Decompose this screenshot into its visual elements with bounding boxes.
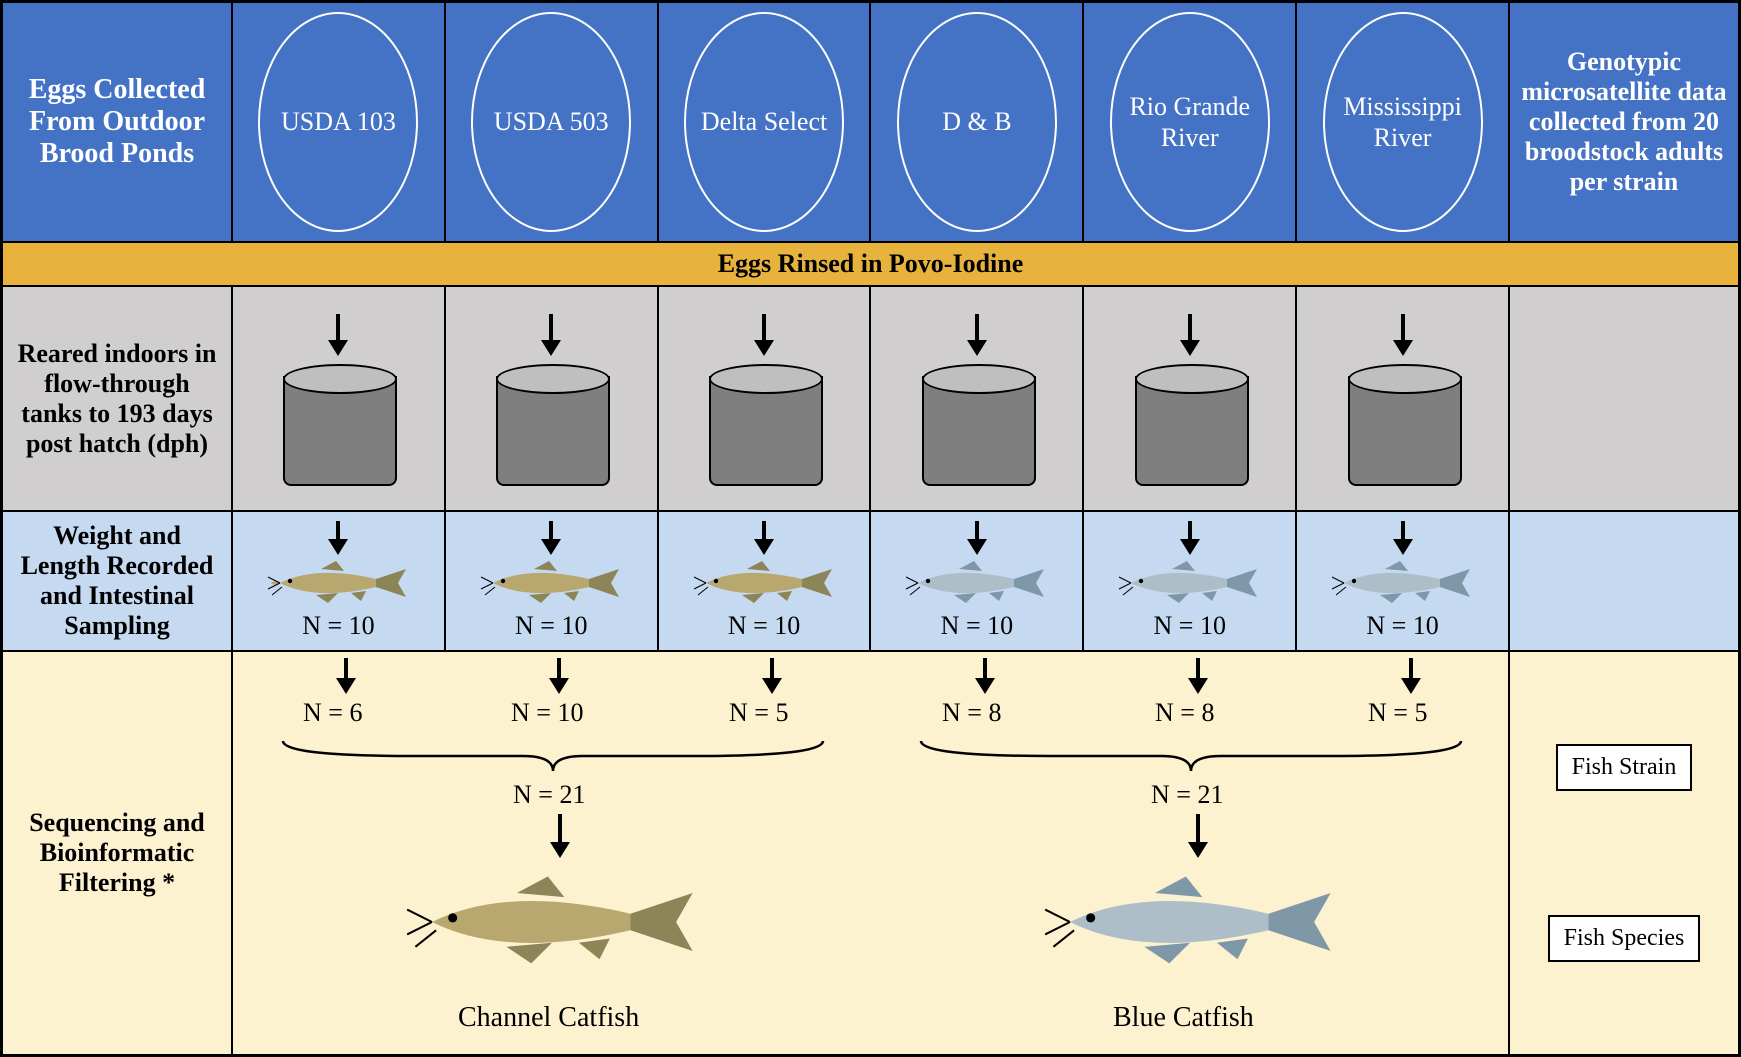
fish-strain-box: Fish Strain bbox=[1556, 744, 1693, 791]
arrow-down-icon bbox=[762, 658, 782, 694]
arrow-down-icon bbox=[967, 314, 987, 356]
tank-icon bbox=[1135, 364, 1245, 484]
arrow-down-icon bbox=[541, 521, 561, 555]
strain-ellipse: Delta Select bbox=[684, 12, 844, 232]
genotypic-label: Genotypic microsatellite data collected … bbox=[1510, 47, 1738, 197]
weight-length-label: Weight and Length Recorded and Intestina… bbox=[3, 521, 231, 641]
fish-sample-cell: N = 10 bbox=[1083, 511, 1296, 651]
row1-right-label: Genotypic microsatellite data collected … bbox=[1509, 2, 1739, 242]
tank-icon bbox=[496, 364, 606, 484]
row5-right-legend: Fish Strain Fish Species bbox=[1509, 651, 1739, 1055]
arrow-down-icon bbox=[336, 658, 356, 694]
channel-catfish-icon: .ffin{fill:#8c8557;} .fbody{fill:#b8a76f… bbox=[266, 559, 411, 607]
arrow-down-icon bbox=[1180, 314, 1200, 356]
sample-n-label: N = 10 bbox=[728, 611, 800, 641]
strain-usda-503: USDA 503 bbox=[445, 2, 658, 242]
sample-n-label: N = 10 bbox=[1154, 611, 1226, 641]
sample-n-label: N = 10 bbox=[515, 611, 587, 641]
blue-catfish-icon bbox=[904, 559, 1049, 607]
arrow-down-icon bbox=[1188, 658, 1208, 694]
fish-sample-cell: N = 10 bbox=[870, 511, 1083, 651]
species-n-label: N = 21 bbox=[513, 780, 585, 810]
arrow-down-icon bbox=[975, 658, 995, 694]
row1-left-label: Eggs Collected From Outdoor Brood Ponds bbox=[2, 2, 232, 242]
reared-indoors-label: Reared indoors in flow-through tanks to … bbox=[3, 339, 231, 459]
arrow-down-icon bbox=[1401, 658, 1421, 694]
tank-cell bbox=[445, 286, 658, 511]
strain-ellipse: USDA 103 bbox=[258, 12, 418, 232]
fish-sample-cell: N = 10 bbox=[445, 511, 658, 651]
tank-cell bbox=[1296, 286, 1509, 511]
arrow-down-icon bbox=[967, 521, 987, 555]
row5-main-area: N = 6 N = 10 N = 5 N = 8 N = 8 N = 5 N =… bbox=[232, 651, 1509, 1055]
sample-n-label: N = 10 bbox=[1366, 611, 1438, 641]
sample-n-label: N = 10 bbox=[302, 611, 374, 641]
fish-sample-cell: .ffin{fill:#8c8557;} .fbody{fill:#b8a76f… bbox=[232, 511, 445, 651]
blue-catfish-large-icon bbox=[1041, 862, 1341, 982]
row4-right-blank bbox=[1509, 511, 1739, 651]
arrow-down-icon bbox=[1393, 521, 1413, 555]
arrow-down-icon bbox=[754, 314, 774, 356]
strain-n-label: N = 8 bbox=[1155, 698, 1214, 728]
blue-catfish-icon bbox=[1330, 559, 1475, 607]
tank-icon bbox=[709, 364, 819, 484]
povo-iodine-band: Eggs Rinsed in Povo-Iodine bbox=[2, 242, 1739, 286]
tank-icon bbox=[922, 364, 1032, 484]
tank-cell bbox=[658, 286, 871, 511]
strain-usda-103: USDA 103 bbox=[232, 2, 445, 242]
fish-sample-cell: N = 10 bbox=[1296, 511, 1509, 651]
sequencing-label: Sequencing and Bioinformatic Filtering * bbox=[15, 808, 219, 898]
brace-icon bbox=[273, 736, 833, 786]
strain-n-label: N = 6 bbox=[303, 698, 362, 728]
povo-iodine-label: Eggs Rinsed in Povo-Iodine bbox=[718, 249, 1024, 279]
blue-catfish-label: Blue Catfish bbox=[1113, 1002, 1254, 1034]
tank-icon bbox=[1348, 364, 1458, 484]
strain-ellipse: Rio Grande River bbox=[1110, 12, 1270, 232]
arrow-down-icon bbox=[550, 814, 570, 858]
species-n-label: N = 21 bbox=[1151, 780, 1223, 810]
blue-catfish-icon bbox=[1117, 559, 1262, 607]
channel-catfish-icon bbox=[692, 559, 837, 607]
strain-n-label: N = 5 bbox=[1368, 698, 1427, 728]
arrow-down-icon bbox=[1393, 314, 1413, 356]
row3-right-blank bbox=[1509, 286, 1739, 511]
row4-left-label: Weight and Length Recorded and Intestina… bbox=[2, 511, 232, 651]
strain-delta-select: Delta Select bbox=[658, 2, 871, 242]
strain-n-label: N = 10 bbox=[511, 698, 583, 728]
channel-catfish-label: Channel Catfish bbox=[458, 1002, 639, 1034]
channel-catfish-large-icon bbox=[403, 862, 703, 982]
strain-ellipse: D & B bbox=[897, 12, 1057, 232]
experiment-flow-diagram: Eggs Collected From Outdoor Brood Ponds … bbox=[0, 0, 1741, 1057]
tank-cell bbox=[870, 286, 1083, 511]
channel-catfish-icon bbox=[479, 559, 624, 607]
tank-cell bbox=[232, 286, 445, 511]
tank-cell bbox=[1083, 286, 1296, 511]
brace-icon bbox=[911, 736, 1471, 786]
fish-species-box: Fish Species bbox=[1548, 915, 1701, 962]
arrow-down-icon bbox=[328, 314, 348, 356]
arrow-down-icon bbox=[328, 521, 348, 555]
arrow-down-icon bbox=[541, 314, 561, 356]
row3-left-label: Reared indoors in flow-through tanks to … bbox=[2, 286, 232, 511]
eggs-collected-label: Eggs Collected From Outdoor Brood Ponds bbox=[3, 74, 231, 170]
arrow-down-icon bbox=[1188, 814, 1208, 858]
tank-icon bbox=[283, 364, 393, 484]
strain-d-and-b: D & B bbox=[870, 2, 1083, 242]
strain-n-label: N = 5 bbox=[729, 698, 788, 728]
strain-ellipse: Mississippi River bbox=[1323, 12, 1483, 232]
arrow-down-icon bbox=[549, 658, 569, 694]
strain-rio-grande: Rio Grande River bbox=[1083, 2, 1296, 242]
arrow-down-icon bbox=[1180, 521, 1200, 555]
strain-n-label: N = 8 bbox=[942, 698, 1001, 728]
row5-left-label: Sequencing and Bioinformatic Filtering * bbox=[2, 651, 232, 1055]
strain-mississippi: Mississippi River bbox=[1296, 2, 1509, 242]
fish-sample-cell: N = 10 bbox=[658, 511, 871, 651]
arrow-down-icon bbox=[754, 521, 774, 555]
sample-n-label: N = 10 bbox=[941, 611, 1013, 641]
strain-ellipse: USDA 503 bbox=[471, 12, 631, 232]
